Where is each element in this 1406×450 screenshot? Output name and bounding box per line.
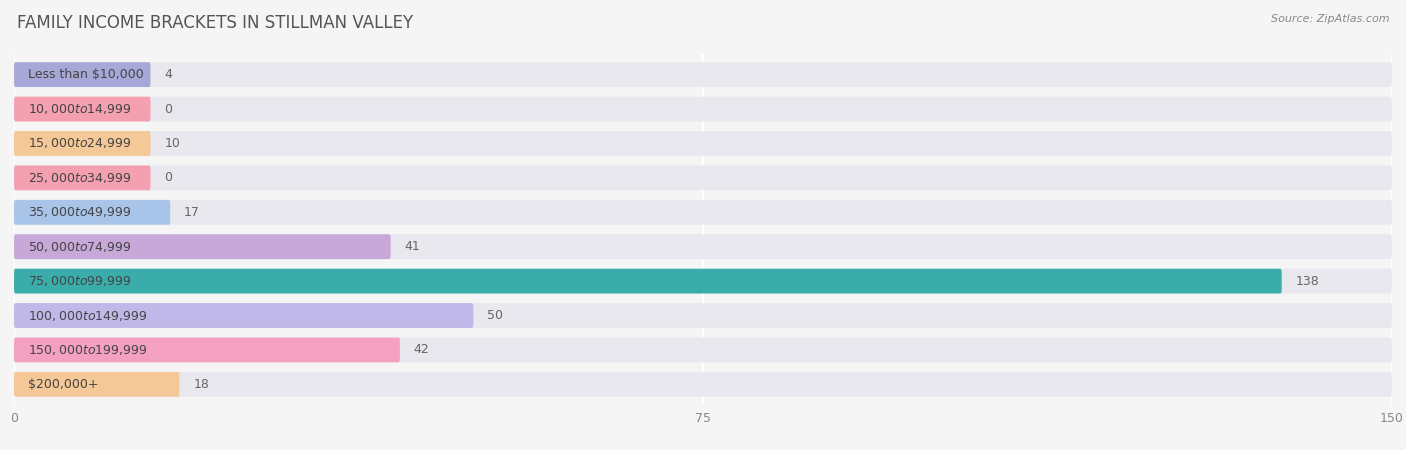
FancyBboxPatch shape <box>14 200 170 225</box>
Text: $200,000+: $200,000+ <box>28 378 98 391</box>
FancyBboxPatch shape <box>14 62 150 87</box>
FancyBboxPatch shape <box>14 372 180 397</box>
FancyBboxPatch shape <box>14 269 1282 293</box>
FancyBboxPatch shape <box>14 97 1392 122</box>
Text: $75,000 to $99,999: $75,000 to $99,999 <box>28 274 131 288</box>
Text: $25,000 to $34,999: $25,000 to $34,999 <box>28 171 131 185</box>
Text: $10,000 to $14,999: $10,000 to $14,999 <box>28 102 131 116</box>
Text: 42: 42 <box>413 343 429 356</box>
Text: 41: 41 <box>405 240 420 253</box>
Text: $50,000 to $74,999: $50,000 to $74,999 <box>28 240 131 254</box>
Text: 0: 0 <box>165 103 173 116</box>
Text: FAMILY INCOME BRACKETS IN STILLMAN VALLEY: FAMILY INCOME BRACKETS IN STILLMAN VALLE… <box>17 14 413 32</box>
Text: 4: 4 <box>165 68 172 81</box>
Text: 10: 10 <box>165 137 180 150</box>
FancyBboxPatch shape <box>14 338 399 362</box>
Text: Less than $10,000: Less than $10,000 <box>28 68 143 81</box>
FancyBboxPatch shape <box>14 234 1392 259</box>
Text: 18: 18 <box>193 378 209 391</box>
FancyBboxPatch shape <box>14 338 1392 362</box>
FancyBboxPatch shape <box>14 200 1392 225</box>
FancyBboxPatch shape <box>14 62 1392 87</box>
FancyBboxPatch shape <box>14 303 474 328</box>
FancyBboxPatch shape <box>14 166 1392 190</box>
Text: 0: 0 <box>165 171 173 184</box>
FancyBboxPatch shape <box>14 131 1392 156</box>
FancyBboxPatch shape <box>14 372 1392 397</box>
FancyBboxPatch shape <box>14 303 1392 328</box>
Text: 138: 138 <box>1295 274 1319 288</box>
FancyBboxPatch shape <box>14 97 150 122</box>
Text: 17: 17 <box>184 206 200 219</box>
Text: $15,000 to $24,999: $15,000 to $24,999 <box>28 136 131 150</box>
Text: $100,000 to $149,999: $100,000 to $149,999 <box>28 309 148 323</box>
Text: $35,000 to $49,999: $35,000 to $49,999 <box>28 205 131 219</box>
Text: 50: 50 <box>486 309 503 322</box>
FancyBboxPatch shape <box>14 234 391 259</box>
FancyBboxPatch shape <box>14 131 150 156</box>
Text: $150,000 to $199,999: $150,000 to $199,999 <box>28 343 148 357</box>
FancyBboxPatch shape <box>14 166 150 190</box>
Text: Source: ZipAtlas.com: Source: ZipAtlas.com <box>1271 14 1389 23</box>
FancyBboxPatch shape <box>14 269 1392 293</box>
